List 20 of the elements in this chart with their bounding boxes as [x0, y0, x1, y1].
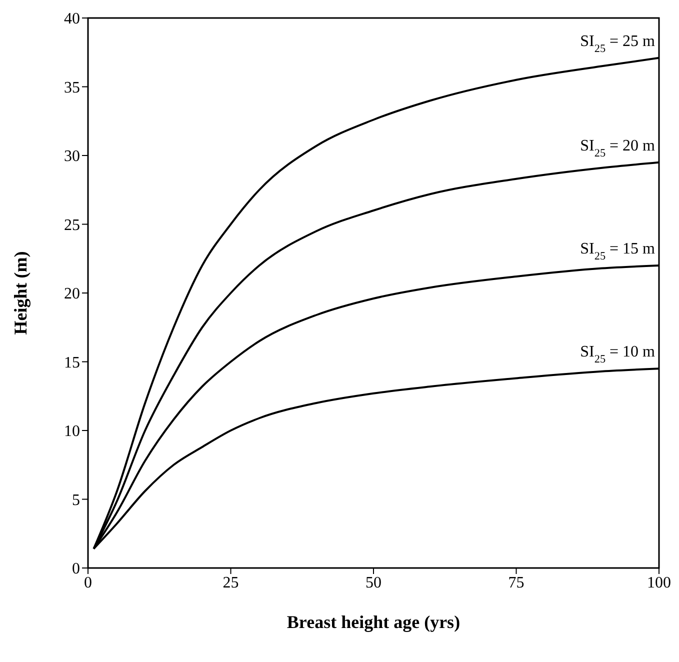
series-label: SI$_{25}$ = 25 m	[580, 32, 656, 55]
series-label: SI$_{25}$ = 15 m	[580, 240, 656, 262]
y-tick-label: 20	[64, 286, 80, 303]
x-tick-label: 25	[222, 574, 239, 592]
y-tick-label: 0	[72, 560, 80, 578]
series-label: SI$_{25}$ = 20 m	[580, 137, 656, 160]
x-tick-label: 75	[508, 574, 524, 592]
y-tick-label: 10	[64, 423, 80, 440]
y-tick-label: 40	[64, 10, 80, 28]
y-tick-label: 15	[64, 354, 80, 372]
y-tick-label: 5	[72, 492, 80, 509]
series-label: SI$_{25}$ = 10 m	[580, 344, 656, 366]
x-tick-label: 50	[366, 574, 382, 592]
x-tick-label: 0	[84, 574, 92, 592]
y-tick-label: 35	[64, 79, 80, 96]
y-axis-title: Height (m)	[10, 251, 30, 335]
y-tick-label: 30	[64, 148, 80, 166]
y-tick-label: 25	[64, 216, 80, 234]
x-axis-title: Breast height age (yrs)	[286, 612, 460, 632]
x-tick-label: 100	[647, 574, 671, 592]
